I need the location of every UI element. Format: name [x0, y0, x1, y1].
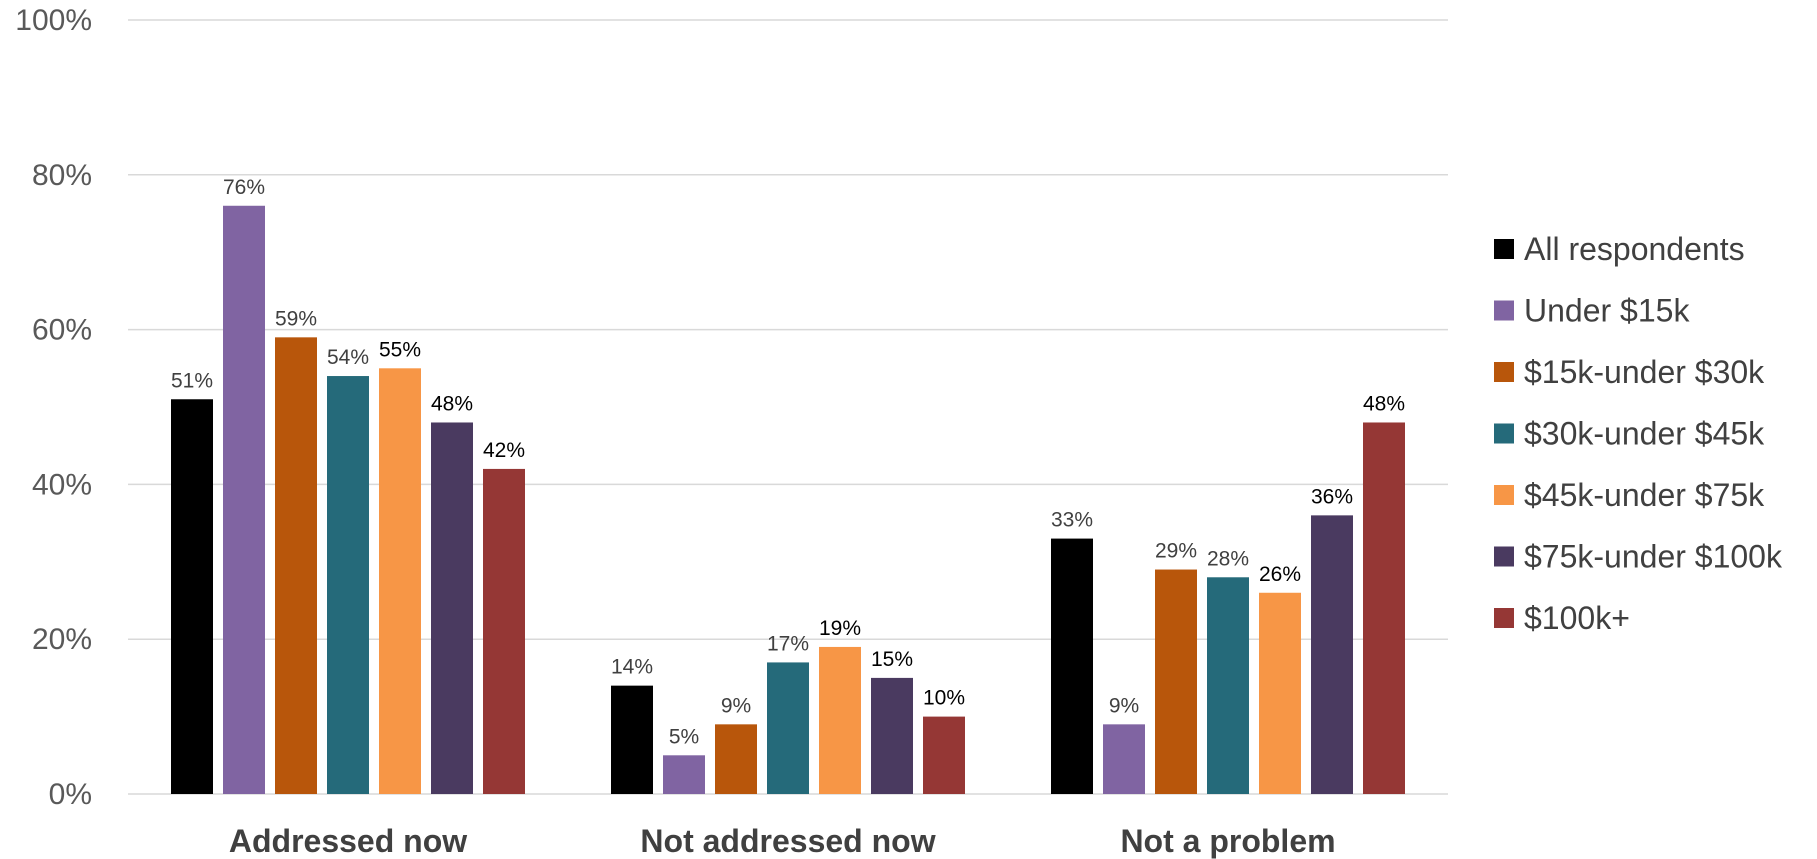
legend-swatch — [1494, 423, 1514, 444]
bar — [327, 376, 369, 794]
bar — [871, 677, 913, 794]
data-label: 19% — [819, 617, 861, 640]
data-label: 17% — [767, 632, 809, 655]
y-tick-label: 100% — [15, 4, 92, 37]
bars — [171, 205, 1405, 794]
bar — [223, 205, 265, 794]
bar — [663, 755, 705, 794]
bar — [379, 368, 421, 794]
data-label: 33% — [1051, 509, 1093, 532]
bar — [1363, 422, 1405, 794]
legend-swatch — [1494, 300, 1514, 321]
bar — [431, 422, 473, 794]
data-label: 9% — [721, 694, 751, 717]
bar — [819, 646, 861, 794]
data-labels: 51% 76% 59% 54% 55% 48% 42% 14% 5% 9% 17% 19% 15% 10%… — [171, 176, 1405, 749]
data-label: 36% — [1311, 485, 1353, 508]
bar — [1259, 592, 1301, 794]
data-label: 14% — [611, 656, 653, 679]
data-label: 42% — [483, 439, 525, 462]
legend-label: $45k-under $75k — [1524, 477, 1765, 513]
bar — [171, 399, 213, 794]
y-axis-ticks: 0% 20% 40% 60% 80% 100% — [15, 4, 92, 811]
x-category-label: Addressed now — [229, 823, 467, 859]
data-label: 48% — [431, 392, 473, 415]
data-label: 54% — [327, 346, 369, 369]
data-label: 51% — [171, 369, 213, 392]
data-label: 48% — [1363, 392, 1405, 415]
data-label: 29% — [1155, 540, 1197, 563]
y-tick-label: 60% — [32, 314, 92, 347]
legend-swatch — [1494, 485, 1514, 505]
bar — [1207, 577, 1249, 794]
y-tick-label: 80% — [32, 159, 92, 192]
data-label: 9% — [1109, 694, 1139, 717]
data-label: 10% — [923, 687, 965, 710]
bar — [611, 685, 653, 794]
data-label: 15% — [871, 648, 913, 671]
x-category-label: Not addressed now — [640, 823, 935, 859]
data-label: 28% — [1207, 547, 1249, 570]
y-tick-label: 20% — [32, 623, 92, 656]
bar — [1051, 538, 1093, 794]
data-label: 76% — [223, 176, 265, 199]
legend-label: $15k-under $30k — [1524, 354, 1765, 390]
data-label: 59% — [275, 307, 317, 330]
legend-label: $30k-under $45k — [1524, 416, 1765, 452]
bar — [483, 468, 525, 794]
data-label: 26% — [1259, 563, 1301, 586]
legend-swatch — [1494, 239, 1514, 259]
legend-swatch — [1494, 546, 1514, 567]
data-label: 55% — [379, 338, 421, 361]
y-tick-label: 0% — [49, 778, 92, 811]
bar — [1155, 569, 1197, 794]
legend-swatch — [1494, 608, 1514, 628]
x-category-label: Not a problem — [1120, 823, 1335, 859]
bar — [923, 716, 965, 794]
bar — [1311, 515, 1353, 794]
bar — [715, 724, 757, 794]
bar — [275, 337, 317, 794]
legend-label: $100k+ — [1524, 600, 1630, 636]
legend: All respondents Under $15k $15k-under $30k… — [1494, 231, 1783, 636]
data-label: 5% — [669, 725, 699, 748]
x-axis-categories: Addressed now Not addressed now Not a prob… — [229, 823, 1336, 859]
bar — [767, 662, 809, 794]
bar — [1103, 724, 1145, 794]
legend-label: $75k-under $100k — [1524, 539, 1783, 575]
legend-label: All respondents — [1524, 231, 1745, 267]
legend-swatch — [1494, 362, 1514, 382]
legend-label: Under $15k — [1524, 293, 1690, 329]
y-tick-label: 40% — [32, 468, 92, 501]
